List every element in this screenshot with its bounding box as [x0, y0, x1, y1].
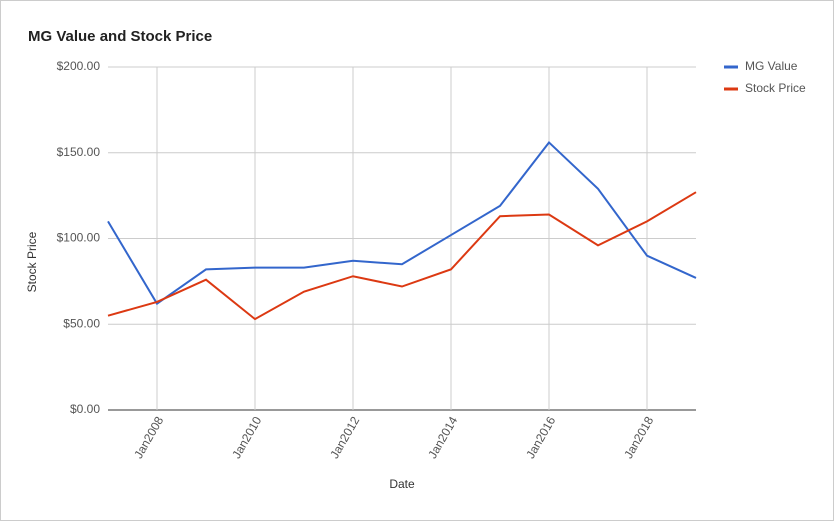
line-series: [107, 140, 697, 306]
x-axis-label: Date: [389, 477, 415, 491]
y-tick-label: $100.00: [57, 231, 101, 245]
y-tick-label: $150.00: [57, 145, 101, 159]
y-tick-label: $50.00: [63, 316, 100, 330]
legend-label: Stock Price: [745, 81, 806, 95]
legend-label: MG Value: [745, 59, 798, 73]
y-tick-label: $200.00: [57, 59, 101, 73]
chart-title: MG Value and Stock Price: [28, 28, 212, 45]
y-axis-label: Stock Price: [25, 231, 39, 292]
line-series: [107, 191, 697, 321]
y-tick-label: $0.00: [70, 402, 100, 416]
